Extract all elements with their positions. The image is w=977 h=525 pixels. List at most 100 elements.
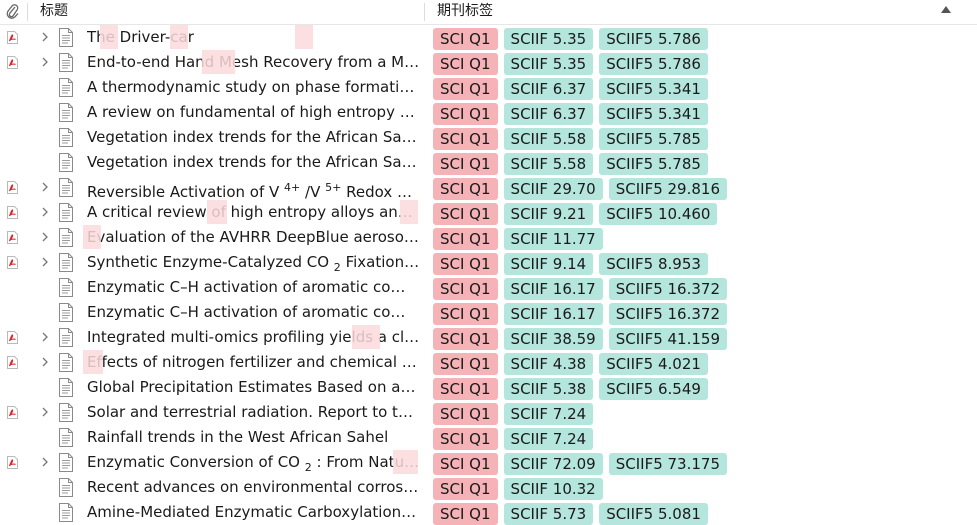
chevron-right-icon[interactable] (40, 57, 50, 67)
list-item[interactable]: Reversible Activation of V 4+ /V 5+ Redo… (0, 175, 977, 200)
impact-factor-tag[interactable]: SCIIF 29.70 (503, 178, 603, 200)
sci-quartile-tag[interactable]: SCI Q1 (433, 53, 498, 75)
sci-quartile-tag[interactable]: SCI Q1 (433, 203, 498, 225)
list-item[interactable]: Synthetic Enzyme-Catalyzed CO 2 Fixation… (0, 250, 977, 275)
item-title[interactable]: Vegetation index trends for the African … (87, 153, 420, 171)
pdf-attachment-icon[interactable] (7, 56, 18, 69)
pdf-attachment-icon[interactable] (7, 231, 18, 244)
item-title[interactable]: Reversible Activation of V 4+ /V 5+ Redo… (87, 175, 420, 200)
chevron-right-icon[interactable] (40, 457, 50, 467)
chevron-right-icon[interactable] (40, 182, 50, 192)
impact-factor-tag[interactable]: SCIIF 4.38 (503, 353, 594, 375)
list-item[interactable]: Vegetation index trends for the African … (0, 150, 977, 175)
impact-factor-tag[interactable]: SCIIF 5.73 (503, 503, 594, 525)
item-title[interactable]: Synthetic Enzyme-Catalyzed CO 2 Fixation… (87, 250, 420, 275)
chevron-right-icon[interactable] (40, 332, 50, 342)
list-item[interactable]: Integrated multi-omics profiling yields … (0, 325, 977, 350)
five-year-impact-factor-tag[interactable]: SCIIF5 16.372 (608, 278, 728, 300)
title-column-header[interactable]: 标题 (40, 3, 68, 19)
sci-quartile-tag[interactable]: SCI Q1 (433, 128, 498, 150)
chevron-right-icon[interactable] (40, 257, 50, 267)
list-item[interactable]: Vegetation index trends for the African … (0, 125, 977, 150)
impact-factor-tag[interactable]: SCIIF 9.14 (503, 253, 594, 275)
list-item[interactable]: Amine-Mediated Enzymatic Carboxylation o… (0, 500, 977, 525)
list-item[interactable]: End-to-end Hand Mesh Recovery from a Mon… (0, 50, 977, 75)
sci-quartile-tag[interactable]: SCI Q1 (433, 228, 498, 250)
sci-quartile-tag[interactable]: SCI Q1 (433, 253, 498, 275)
impact-factor-tag[interactable]: SCIIF 5.38 (503, 378, 594, 400)
attachment-column-header[interactable] (0, 0, 26, 24)
list-item[interactable]: A critical review of high entropy alloys… (0, 200, 977, 225)
item-title[interactable]: A review on fundamental of high entropy … (87, 103, 420, 121)
five-year-impact-factor-tag[interactable]: SCIIF5 5.081 (599, 503, 708, 525)
item-title[interactable]: A critical review of high entropy alloys… (87, 203, 420, 221)
five-year-impact-factor-tag[interactable]: SCIIF5 41.159 (608, 328, 728, 350)
pdf-attachment-icon[interactable] (7, 31, 18, 44)
chevron-right-icon[interactable] (40, 32, 50, 42)
item-title[interactable]: End-to-end Hand Mesh Recovery from a Mon… (87, 53, 420, 71)
impact-factor-tag[interactable]: SCIIF 10.32 (503, 478, 603, 500)
impact-factor-tag[interactable]: SCIIF 5.58 (503, 153, 594, 175)
item-title[interactable]: Enzymatic C–H activation of aromatic com… (87, 278, 420, 296)
sort-ascending-arrow-icon[interactable] (941, 6, 951, 13)
impact-factor-tag[interactable]: SCIIF 5.35 (503, 53, 594, 75)
sci-quartile-tag[interactable]: SCI Q1 (433, 303, 498, 325)
impact-factor-tag[interactable]: SCIIF 16.17 (503, 303, 603, 325)
pdf-attachment-icon[interactable] (7, 356, 18, 369)
sci-quartile-tag[interactable]: SCI Q1 (433, 78, 498, 100)
five-year-impact-factor-tag[interactable]: SCIIF5 16.372 (608, 303, 728, 325)
item-title[interactable]: Enzymatic C–H activation of aromatic com… (87, 303, 420, 321)
list-item[interactable]: Evaluation of the AVHRR DeepBlue aerosol… (0, 225, 977, 250)
list-item[interactable]: A review on fundamental of high entropy … (0, 100, 977, 125)
pdf-attachment-icon[interactable] (7, 406, 18, 419)
list-item[interactable]: Rainfall trends in the West African Sahe… (0, 425, 977, 450)
impact-factor-tag[interactable]: SCIIF 6.37 (503, 103, 594, 125)
sci-quartile-tag[interactable]: SCI Q1 (433, 453, 498, 475)
column-divider[interactable] (424, 3, 425, 21)
impact-factor-tag[interactable]: SCIIF 7.24 (503, 428, 594, 450)
five-year-impact-factor-tag[interactable]: SCIIF5 5.785 (599, 128, 708, 150)
five-year-impact-factor-tag[interactable]: SCIIF5 4.021 (599, 353, 708, 375)
impact-factor-tag[interactable]: SCIIF 5.58 (503, 128, 594, 150)
sci-quartile-tag[interactable]: SCI Q1 (433, 153, 498, 175)
item-title[interactable]: Effects of nitrogen fertilizer and chemi… (87, 353, 420, 371)
chevron-right-icon[interactable] (40, 357, 50, 367)
item-title[interactable]: Global Precipitation Estimates Based on … (87, 378, 420, 396)
list-item[interactable]: Recent advances on environmental corrosi… (0, 475, 977, 500)
item-title[interactable]: The Driver-car (87, 28, 194, 46)
sci-quartile-tag[interactable]: SCI Q1 (433, 278, 498, 300)
five-year-impact-factor-tag[interactable]: SCIIF5 10.460 (599, 203, 718, 225)
sci-quartile-tag[interactable]: SCI Q1 (433, 403, 498, 425)
list-item[interactable]: Solar and terrestrial radiation. Report … (0, 400, 977, 425)
list-item[interactable]: Global Precipitation Estimates Based on … (0, 375, 977, 400)
five-year-impact-factor-tag[interactable]: SCIIF5 5.785 (599, 153, 708, 175)
impact-factor-tag[interactable]: SCIIF 7.24 (503, 403, 594, 425)
sci-quartile-tag[interactable]: SCI Q1 (433, 103, 498, 125)
pdf-attachment-icon[interactable] (7, 456, 18, 469)
item-title[interactable]: Recent advances on environmental corrosi… (87, 478, 420, 496)
list-item[interactable]: The Driver-car SCI Q1 SCIIF 5.35 SCIIF5 5.7… (0, 25, 977, 50)
sci-quartile-tag[interactable]: SCI Q1 (433, 478, 498, 500)
five-year-impact-factor-tag[interactable]: SCIIF5 8.953 (599, 253, 708, 275)
sci-quartile-tag[interactable]: SCI Q1 (433, 428, 498, 450)
chevron-right-icon[interactable] (40, 407, 50, 417)
sci-quartile-tag[interactable]: SCI Q1 (433, 378, 498, 400)
five-year-impact-factor-tag[interactable]: SCIIF5 6.549 (599, 378, 708, 400)
sci-quartile-tag[interactable]: SCI Q1 (433, 503, 498, 525)
item-title[interactable]: A thermodynamic study on phase formation… (87, 78, 420, 96)
impact-factor-tag[interactable]: SCIIF 16.17 (503, 278, 603, 300)
sci-quartile-tag[interactable]: SCI Q1 (433, 328, 498, 350)
five-year-impact-factor-tag[interactable]: SCIIF5 5.341 (599, 103, 708, 125)
impact-factor-tag[interactable]: SCIIF 72.09 (503, 453, 603, 475)
list-item[interactable]: A thermodynamic study on phase formation… (0, 75, 977, 100)
item-title[interactable]: Evaluation of the AVHRR DeepBlue aerosol… (87, 228, 420, 246)
sci-quartile-tag[interactable]: SCI Q1 (433, 28, 498, 50)
sci-quartile-tag[interactable]: SCI Q1 (433, 178, 498, 200)
impact-factor-tag[interactable]: SCIIF 6.37 (503, 78, 594, 100)
five-year-impact-factor-tag[interactable]: SCIIF5 5.786 (599, 53, 708, 75)
impact-factor-tag[interactable]: SCIIF 9.21 (503, 203, 594, 225)
five-year-impact-factor-tag[interactable]: SCIIF5 5.786 (599, 28, 708, 50)
item-title[interactable]: Rainfall trends in the West African Sahe… (87, 428, 389, 446)
list-item[interactable]: Enzymatic C–H activation of aromatic com… (0, 300, 977, 325)
five-year-impact-factor-tag[interactable]: SCIIF5 73.175 (608, 453, 728, 475)
